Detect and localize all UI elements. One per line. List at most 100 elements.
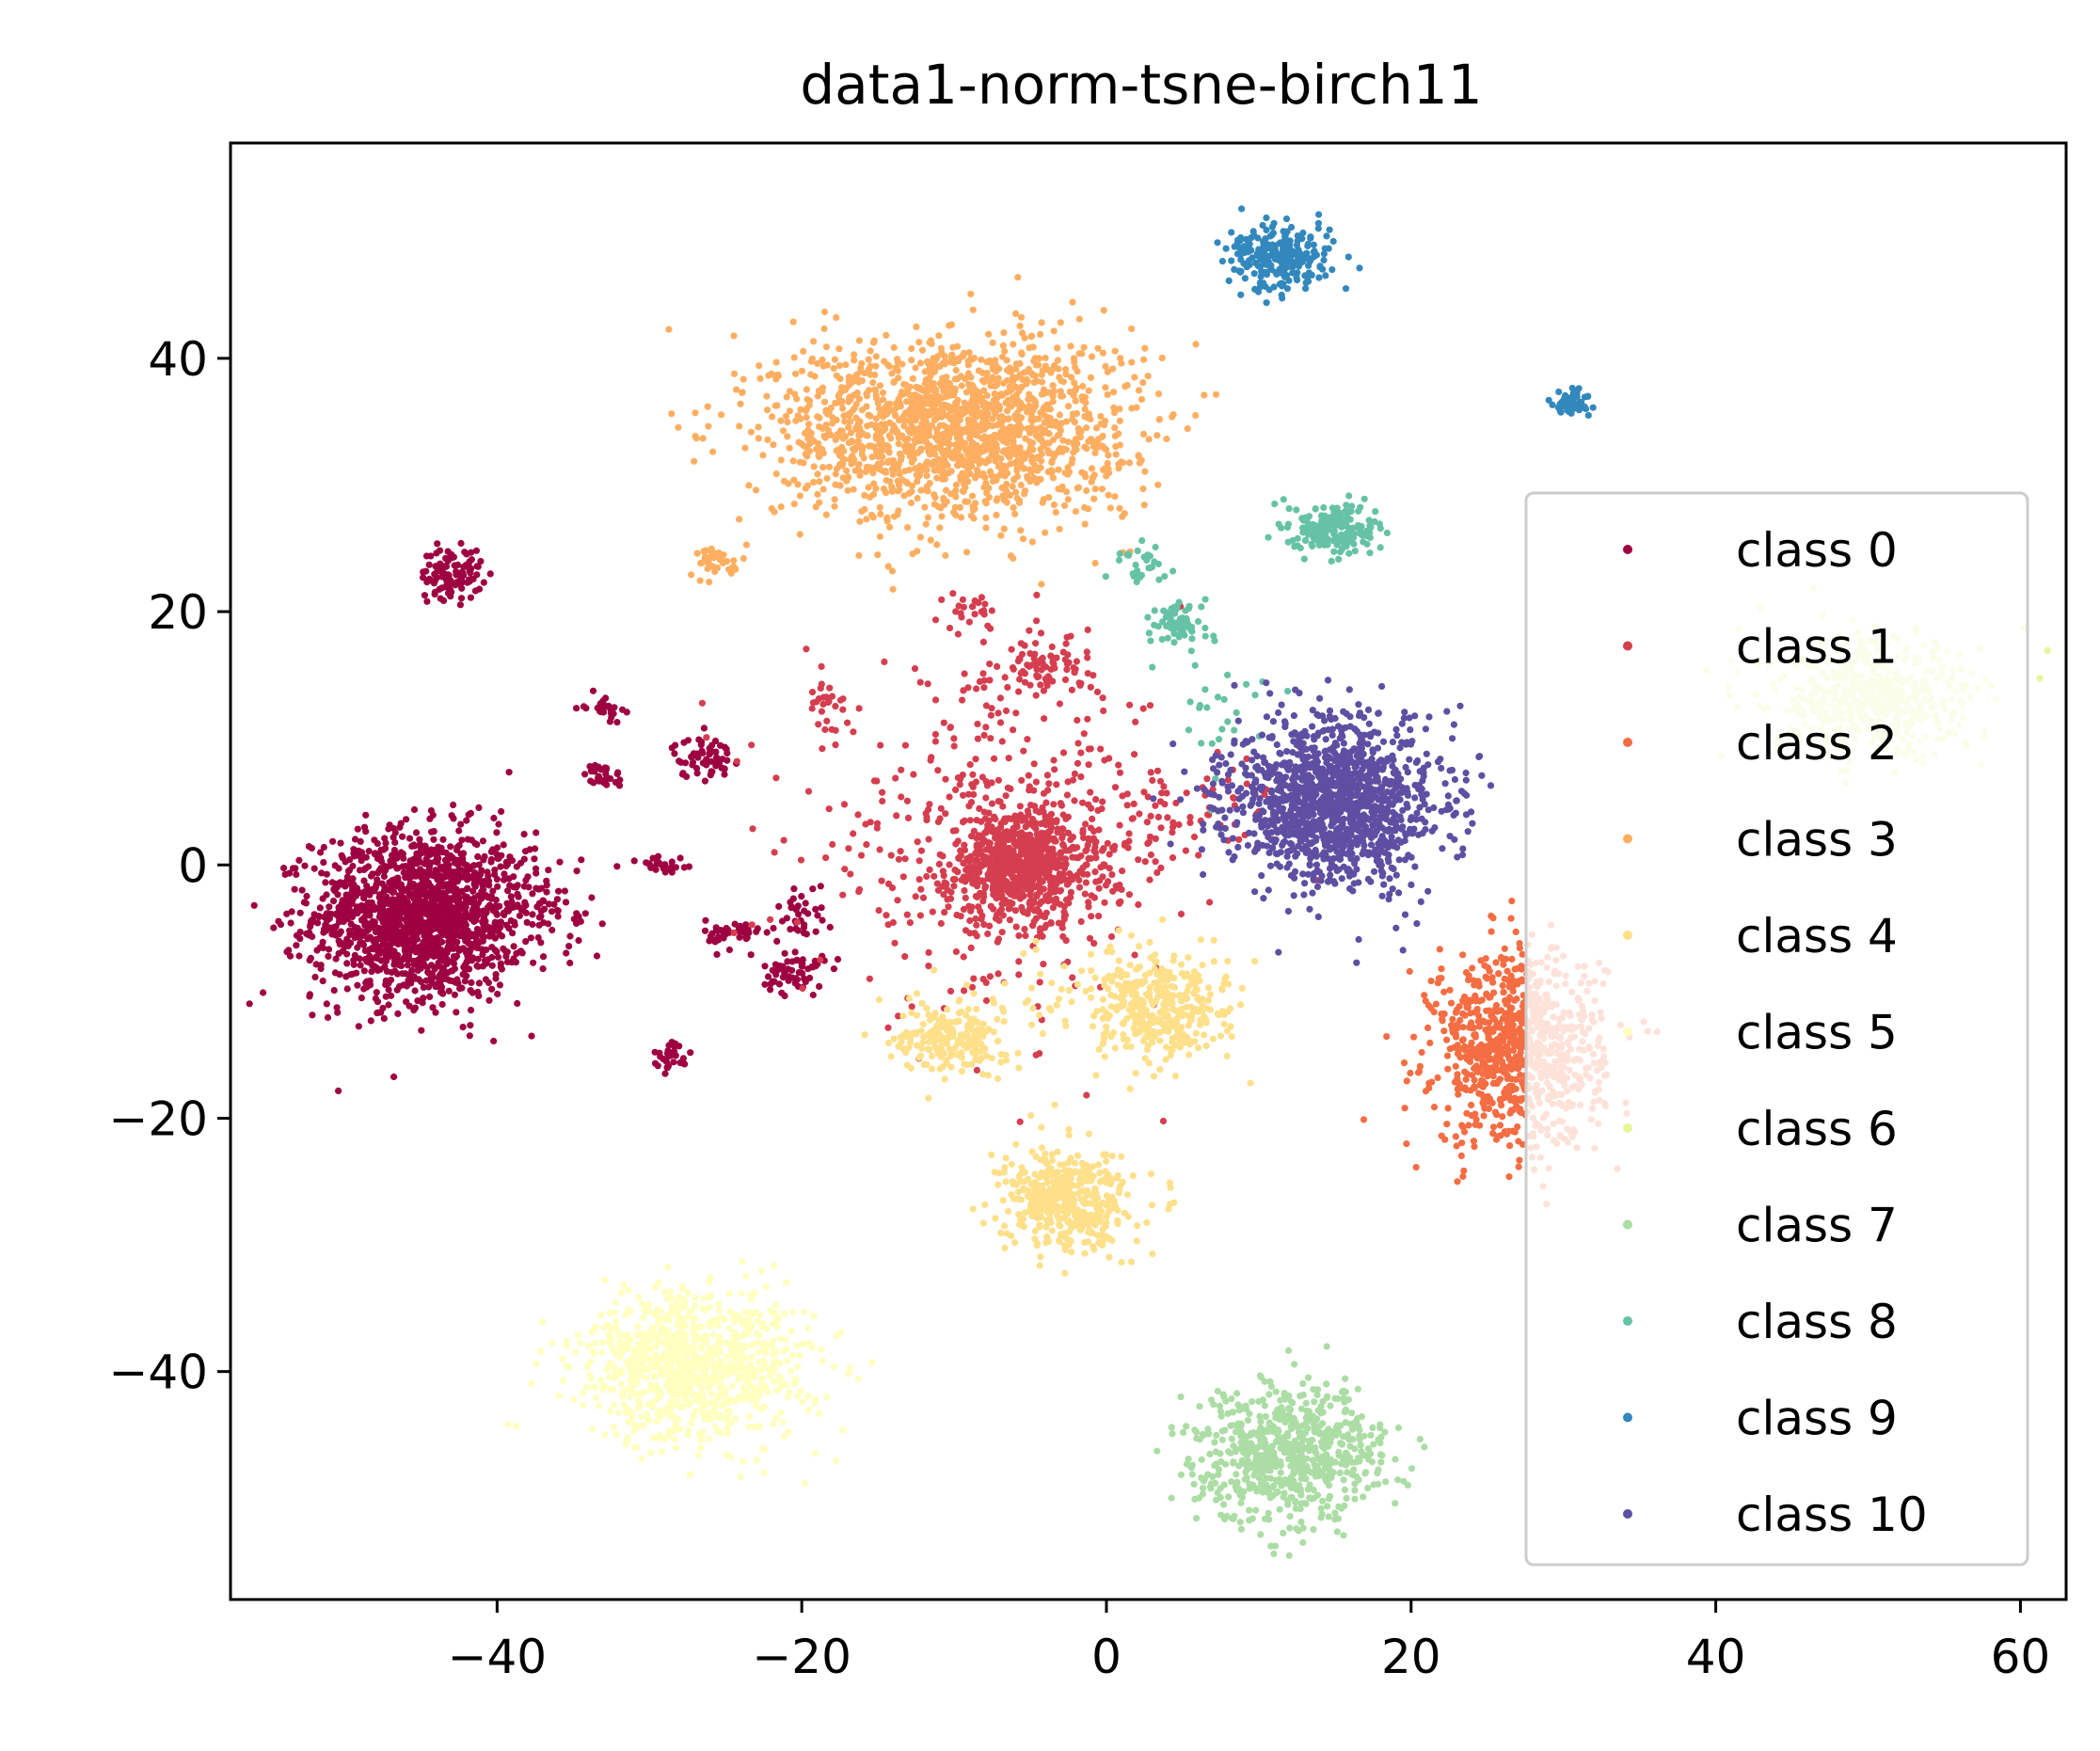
scatter-point [979, 638, 987, 646]
scatter-point [925, 948, 932, 957]
scatter-point [1111, 842, 1119, 851]
scatter-point [311, 973, 319, 981]
scatter-point [1125, 837, 1133, 845]
scatter-point [1025, 872, 1032, 880]
scatter-point [1435, 975, 1442, 982]
scatter-point [1143, 819, 1151, 826]
scatter-point [1085, 836, 1093, 845]
scatter-point [457, 820, 465, 828]
scatter-point [1092, 849, 1100, 856]
scatter-point [981, 600, 989, 608]
scatter-point [1042, 799, 1050, 806]
scatter-point [973, 932, 980, 940]
scatter-point [1468, 1101, 1475, 1109]
scatter-point [1002, 792, 1010, 800]
scatter-point [783, 393, 790, 401]
scatter-point [1506, 1142, 1514, 1150]
scatter-point [987, 711, 994, 719]
scatter-point [437, 927, 444, 934]
scatter-point [1075, 876, 1083, 884]
scatter-point [1493, 1021, 1501, 1028]
scatter-point [343, 985, 351, 993]
scatter-point [802, 899, 809, 907]
scatter-point [884, 880, 893, 888]
scatter-point [754, 925, 761, 932]
scatter-point [393, 986, 401, 994]
scatter-point [1453, 1078, 1460, 1086]
scatter-point [1462, 1075, 1470, 1083]
scatter-point [449, 936, 456, 944]
scatter-point [1116, 504, 1123, 512]
scatter-point [1512, 928, 1519, 936]
scatter-point [910, 771, 917, 778]
scatter-point [1508, 955, 1516, 963]
scatter-point [1131, 951, 1138, 959]
scatter-point [1461, 1011, 1469, 1019]
scatter-point [898, 793, 905, 801]
scatter-point [676, 854, 684, 862]
scatter-point [1484, 975, 1491, 982]
scatter-point [736, 516, 743, 523]
scatter-point [996, 798, 1004, 805]
scatter-point [1079, 829, 1087, 836]
scatter-point [1452, 1062, 1459, 1070]
scatter-point [456, 601, 464, 609]
scatter-point [382, 942, 390, 949]
scatter-point [820, 325, 828, 332]
scatter-point [1009, 483, 1016, 490]
scatter-point [1458, 1122, 1466, 1129]
scatter-point [946, 793, 953, 801]
scatter-point [1100, 845, 1107, 852]
scatter-point [1477, 957, 1485, 964]
scatter-point [714, 927, 722, 935]
scatter-point [1056, 411, 1063, 419]
scatter-point [430, 906, 438, 914]
scatter-point [443, 947, 451, 954]
scatter-point [915, 876, 923, 883]
scatter-point [477, 558, 485, 565]
scatter-point [685, 863, 693, 870]
scatter-point [1060, 865, 1069, 872]
scatter-point [490, 1037, 498, 1045]
scatter-point [445, 987, 453, 995]
scatter-point [509, 903, 517, 912]
scatter-point [556, 858, 564, 866]
scatter-point [445, 884, 453, 892]
scatter-point [914, 478, 921, 486]
scatter-point [374, 966, 382, 974]
scatter-point [1062, 815, 1070, 822]
scatter-point [495, 820, 502, 828]
scatter-point [566, 932, 574, 940]
scatter-point [1012, 709, 1020, 717]
scatter-point [733, 757, 740, 765]
scatter-point [403, 816, 410, 823]
scatter-point [749, 825, 756, 833]
scatter-point [453, 945, 461, 952]
scatter-point [994, 860, 1002, 868]
scatter-point [520, 831, 528, 838]
scatter-point [1077, 852, 1085, 860]
scatter-point [1426, 1039, 1434, 1047]
scatter-point [959, 696, 966, 704]
scatter-point [390, 937, 398, 945]
scatter-point [405, 971, 412, 979]
scatter-point [931, 616, 940, 624]
scatter-point [997, 532, 1005, 539]
scatter-point [990, 891, 997, 899]
scatter-point [724, 756, 731, 764]
scatter-point [950, 883, 958, 890]
scatter-point [415, 912, 422, 919]
scatter-point [437, 954, 444, 962]
scatter-point [448, 903, 455, 911]
scatter-point [514, 999, 521, 1008]
scatter-point [668, 868, 676, 876]
scatter-point [936, 524, 944, 532]
scatter-point [1136, 810, 1143, 818]
scatter-point [487, 892, 496, 900]
scatter-point [974, 735, 981, 742]
scatter-point [1464, 1053, 1472, 1061]
scatter-point [745, 482, 753, 489]
scatter-point [1068, 686, 1075, 693]
scatter-point [1083, 1091, 1090, 1099]
scatter-point [1465, 996, 1472, 1004]
